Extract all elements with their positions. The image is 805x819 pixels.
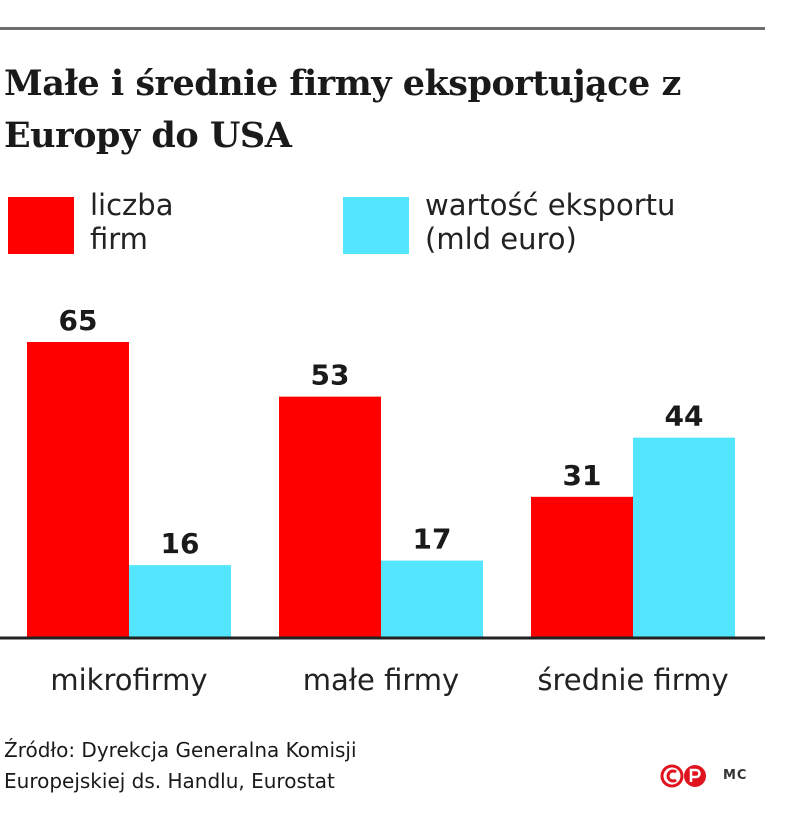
bar-małe-firmy-series-1 (381, 560, 483, 638)
legend-label: wartość eksportu (mld euro) (425, 188, 675, 256)
publisher-logo-icon (660, 764, 706, 788)
bar-małe-firmy-series-0 (279, 396, 381, 638)
legend-label-line2: firm (90, 222, 148, 256)
data-label-małe-firmy-series-1: 17 (413, 523, 452, 556)
data-label-małe-firmy-series-0: 53 (311, 359, 350, 392)
bar-średnie-firmy-series-0 (531, 496, 633, 638)
author-initials: MC (723, 768, 748, 783)
bar-chart: 65 16 53 17 31 44 mikrofirmy małe firmy średnie… (0, 304, 765, 697)
top-rule (0, 27, 765, 30)
category-labels: mikrofirmy małe firmy średnie firmy (50, 663, 728, 697)
legend-label-line2: (mld euro) (425, 222, 577, 256)
legend-swatch-cyan (343, 197, 409, 254)
legend-swatch-red (8, 197, 74, 254)
category-label-średnie-firmy: średnie firmy (537, 663, 728, 697)
data-label-średnie-firmy-series-0: 31 (563, 459, 602, 492)
category-label-mikrofirmy: mikrofirmy (50, 663, 207, 697)
bar-średnie-firmy-series-1 (633, 437, 735, 638)
data-label-średnie-firmy-series-1: 44 (665, 400, 704, 433)
source-line1: Źródło: Dyrekcja Generalna Komisji (4, 738, 357, 762)
legend-label-line1: wartość eksportu (425, 188, 676, 222)
bars-group: 65 16 53 17 31 44 (27, 304, 735, 638)
legend-label: liczba firm (90, 188, 173, 256)
bar-mikrofirmy-series-0 (27, 342, 129, 638)
data-label-mikrofirmy-series-1: 16 (161, 527, 200, 560)
source-note: Źródło: Dyrekcja Generalna Komisji Europ… (4, 735, 357, 797)
data-label-mikrofirmy-series-0: 65 (59, 304, 98, 337)
chart-title: Małe i średnie firmy eksportujące z Euro… (4, 63, 681, 156)
bar-mikrofirmy-series-1 (129, 565, 231, 638)
category-label-małe-firmy: małe firmy (303, 663, 459, 697)
source-line2: Europejskiej ds. Handlu, Eurostat (4, 769, 335, 793)
legend-label-line1: liczba (90, 188, 174, 222)
